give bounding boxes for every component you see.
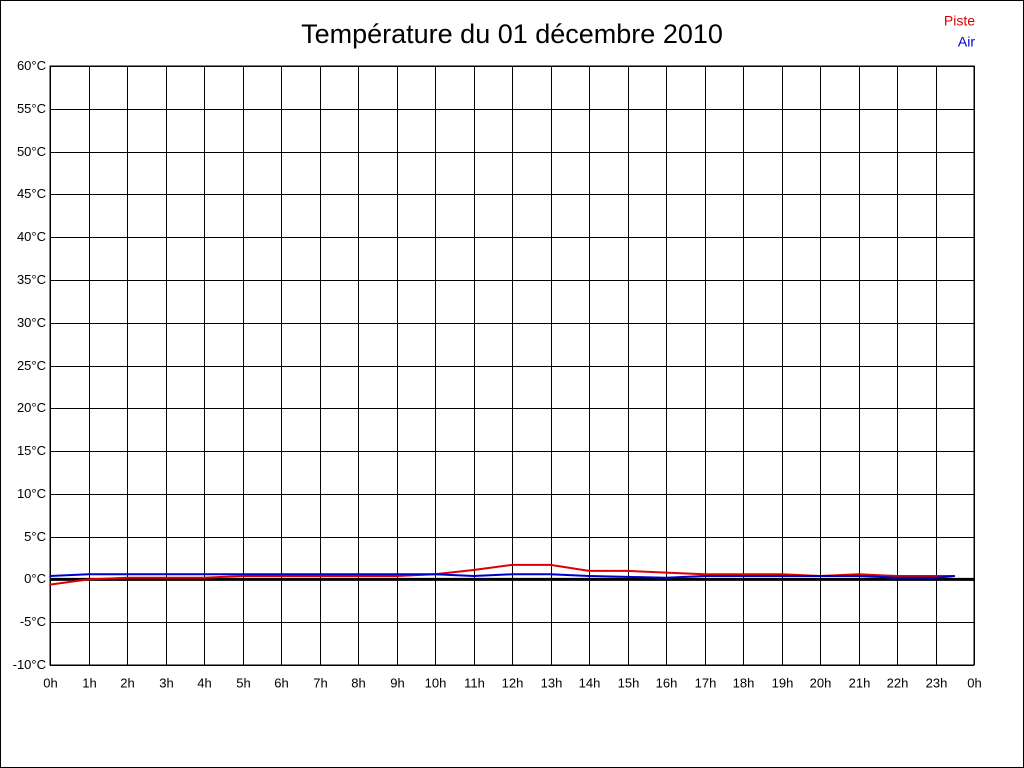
x-tick-label: 10h bbox=[425, 675, 447, 690]
y-tick-label: -5°C bbox=[20, 614, 46, 629]
x-tick-label: 9h bbox=[390, 675, 404, 690]
y-tick-label: 55°C bbox=[17, 101, 46, 116]
x-tick-label: 17h bbox=[695, 675, 717, 690]
x-tick-label: 0h bbox=[43, 675, 57, 690]
x-tick-label: 3h bbox=[159, 675, 173, 690]
x-tick-label: 16h bbox=[656, 675, 678, 690]
y-tick-label: 30°C bbox=[17, 315, 46, 330]
x-tick-label: 22h bbox=[887, 675, 909, 690]
y-tick-label: 50°C bbox=[17, 144, 46, 159]
y-tick-label: 40°C bbox=[17, 229, 46, 244]
x-tick-label: 20h bbox=[810, 675, 832, 690]
x-tick-label: 12h bbox=[502, 675, 524, 690]
y-tick-label: 5°C bbox=[24, 529, 46, 544]
series-line bbox=[49, 573, 955, 579]
x-tick-label: 2h bbox=[120, 675, 134, 690]
y-tick-label: 20°C bbox=[17, 400, 46, 415]
x-tick-label: 6h bbox=[274, 675, 288, 690]
x-tick-label: 14h bbox=[579, 675, 601, 690]
y-tick-label: 0°C bbox=[24, 571, 46, 586]
x-tick-label: 8h bbox=[351, 675, 365, 690]
y-tick-label: 35°C bbox=[17, 272, 46, 287]
legend-label: Air bbox=[958, 34, 975, 50]
x-tick-label: 1h bbox=[82, 675, 96, 690]
x-tick-label: 19h bbox=[772, 675, 794, 690]
x-tick-label: 0h bbox=[967, 675, 981, 690]
y-tick-label: 60°C bbox=[17, 58, 46, 73]
y-tick-label: 15°C bbox=[17, 443, 46, 458]
x-tick-label: 21h bbox=[849, 675, 871, 690]
x-tick-label: 15h bbox=[618, 675, 640, 690]
x-tick-label: 7h bbox=[313, 675, 327, 690]
legend-label: Piste bbox=[944, 13, 975, 29]
x-tick-label: 18h bbox=[733, 675, 755, 690]
x-tick-label: 5h bbox=[236, 675, 250, 690]
x-tick-label: 13h bbox=[541, 675, 563, 690]
y-tick-label: 45°C bbox=[17, 186, 46, 201]
chart-title: Température du 01 décembre 2010 bbox=[301, 19, 723, 49]
y-tick-label: -10°C bbox=[13, 657, 46, 672]
x-tick-label: 11h bbox=[464, 675, 485, 690]
x-tick-label: 4h bbox=[197, 675, 211, 690]
y-tick-label: 10°C bbox=[17, 486, 46, 501]
x-tick-label: 23h bbox=[926, 675, 948, 690]
y-tick-label: 25°C bbox=[17, 358, 46, 373]
